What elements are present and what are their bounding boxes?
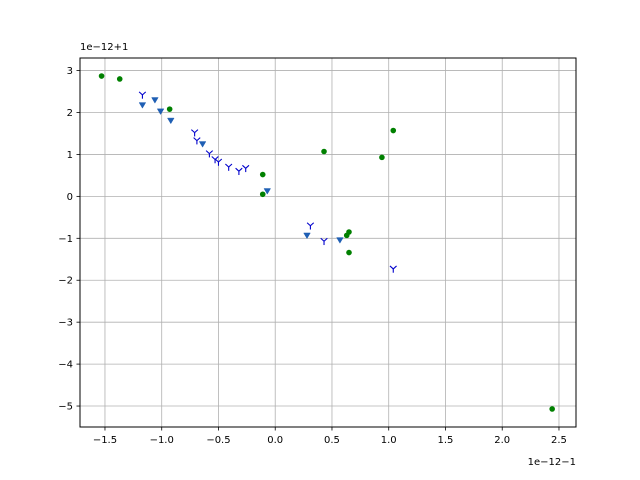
data-point-tri-up [214,158,223,166]
data-point-tri-up [320,237,328,246]
x-axis-ticks: −1.5 −1.0 −0.5 0.0 0.5 1.0 1.5 2.0 2.5 [93,427,567,446]
x-tick-label: 1.5 [438,435,454,446]
x-axis-offset-label: 1e−12−1 [528,457,576,468]
data-point-dot [116,76,123,82]
data-point-dot [166,106,173,112]
data-point-dot [346,229,352,235]
data-point-dot [549,406,555,412]
data-point-tri-up [193,137,201,145]
data-point-tri-up [190,129,199,137]
data-point-dot [379,154,385,161]
y-tick-label: 3 [67,66,73,77]
data-point-tri-up [242,164,250,173]
data-point-triangle-down [336,237,344,244]
x-tick-label: 2.5 [551,435,567,446]
y-tick-label: 2 [67,108,73,119]
data-point-dot [259,191,266,198]
x-tick-label: −1.5 [93,435,117,446]
y-tick-label: −1 [58,234,73,245]
x-tick-label: −0.5 [206,435,230,446]
data-point-dot [98,73,105,79]
data-point-triangle-down [167,117,175,125]
axes-frame [79,57,577,428]
y-tick-label: −3 [58,318,73,329]
data-point-triangle-down [138,102,147,109]
x-tick-label: 1.0 [381,435,397,446]
data-point-dot [259,171,266,178]
x-tick-label: −1.0 [150,435,174,446]
grid-lines [80,58,576,427]
y-tick-label: 1 [67,150,73,161]
y-tick-label: −5 [58,402,73,413]
data-point-dot [346,249,352,256]
data-point-triangle-down [156,108,165,115]
data-point-tri-up [205,150,214,158]
data-point-triangle-down [303,232,311,240]
data-points [98,73,555,412]
data-point-tri-up [306,222,315,230]
x-tick-label: 0.0 [267,435,283,446]
y-tick-label: −2 [58,276,73,287]
data-point-tri-up [225,163,233,171]
data-point-triangle-down [151,97,159,104]
data-point-tri-up [389,265,397,273]
x-tick-label: 0.5 [324,435,340,446]
data-point-tri-up [235,167,243,176]
data-point-dot [390,127,397,134]
y-axis-ticks: 3 2 1 0 −1 −2 −3 −4 −5 [58,66,80,413]
y-tick-label: 0 [67,192,73,203]
y-axis-offset-label: 1e−12+1 [80,42,128,53]
x-tick-label: 2.0 [494,435,510,446]
y-tick-label: −4 [58,360,73,371]
data-point-dot [321,148,327,155]
data-point-triangle-down [198,141,207,148]
data-point-triangle-down [263,188,272,195]
data-point-tri-up [138,91,147,99]
